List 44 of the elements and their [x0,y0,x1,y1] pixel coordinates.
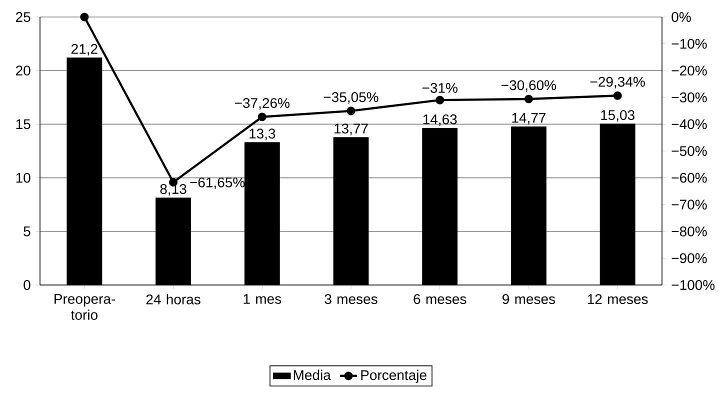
x-tick-label: 24 horas [146,294,200,304]
legend-label: Porcentaje [361,370,426,383]
x-tick-label: Preopera-torio [54,294,116,320]
y2-tick-label: −10% [672,38,707,49]
y-tick-label: 20 [16,66,30,76]
point [346,106,356,116]
data-label: −35,05% [324,92,378,104]
y2-tick-label: −90% [672,253,707,264]
data-label: 13,3 [250,128,276,140]
x-tick-label: 6 meses [414,294,466,304]
data-label: 15,03 [601,110,634,122]
y2-tick-label: −50% [672,146,707,156]
y2-tick-label: −100% [672,280,715,290]
point [613,91,622,100]
y2-tick-label: −70% [672,200,707,210]
point [80,12,89,22]
x-tick-label: 1 mes [244,294,282,304]
point [524,94,533,104]
y2-tick-label: −80% [672,226,707,236]
y2-tick-label: −20% [672,66,707,76]
data-label: −31% [422,82,458,93]
data-label: −37,26% [235,98,290,110]
data-label: 13,77 [334,124,368,136]
y-tick-label: 25 [16,12,30,22]
data-label: 14,63 [423,114,457,126]
y2-tick-label: −30% [672,92,707,102]
y2-tick-label: −40% [672,119,707,130]
y-tick-label: 10 [16,172,30,183]
data-label: −30,60% [502,80,556,92]
point [258,112,266,122]
point [436,96,444,104]
legend-label: Media [294,370,331,380]
y-tick-label: 5 [24,226,30,236]
y-tick-label: 0 [24,280,30,290]
data-label: 14,77 [512,113,546,124]
y2-tick-label: 0% [672,12,691,22]
data-label: 8,13 [160,184,186,196]
data-label: −29,34% [590,76,645,88]
x-tick-label: 3 meses [324,294,378,304]
x-tick-label: 9 meses [502,294,556,304]
y2-tick-label: −60% [672,172,707,183]
y-tick-label: 15 [16,119,30,130]
data-label: 21,2 [72,44,98,56]
x-tick-label: 12 meses [588,294,648,304]
